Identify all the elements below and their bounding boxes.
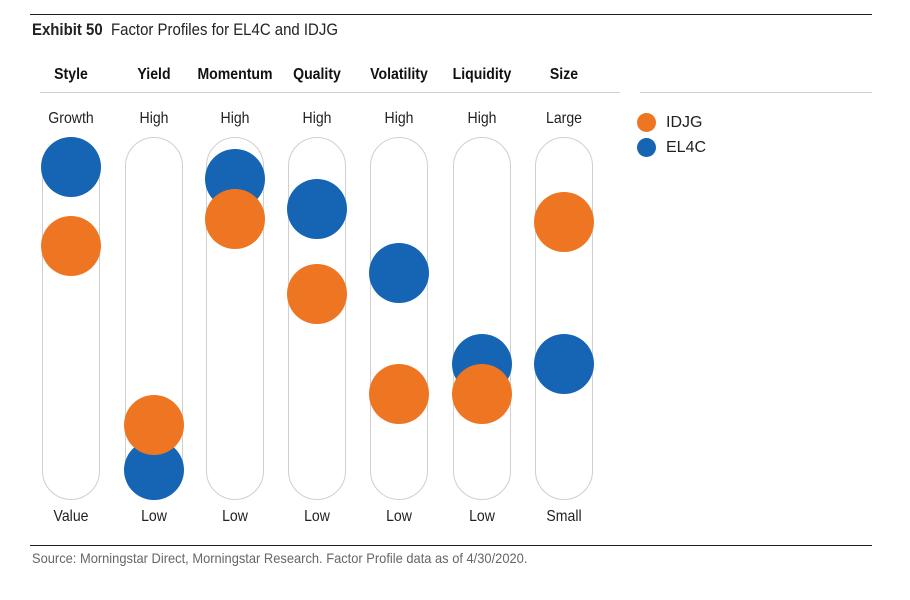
dot-idjg-size xyxy=(534,191,594,252)
dot-idjg-quality xyxy=(287,264,347,325)
dot-idjg-style xyxy=(41,215,101,276)
top-label-liquidity: High xyxy=(467,110,497,127)
factor-header-momentum: Momentum xyxy=(197,66,273,83)
bottom-label-liquidity: Low xyxy=(469,508,495,525)
bottom-label-size: Small xyxy=(546,508,582,525)
legend-label: IDJG xyxy=(666,113,703,131)
chart-title: Exhibit 50 Factor Profiles for EL4C and … xyxy=(32,20,338,40)
dot-idjg-liquidity xyxy=(452,364,512,425)
factor-header-quality: Quality xyxy=(293,66,341,83)
bottom-label-momentum: Low xyxy=(222,508,248,525)
legend-item-idjg: IDJG xyxy=(637,113,702,132)
top-label-momentum: High xyxy=(220,110,250,127)
factor-header-volatility: Volatility xyxy=(370,66,428,83)
bottom-rule xyxy=(30,545,872,546)
factor-track-momentum xyxy=(206,137,264,500)
dot-el4c-quality xyxy=(287,179,347,240)
top-label-style: Growth xyxy=(48,110,94,127)
bottom-label-style: Value xyxy=(53,508,89,525)
legend-swatch-el4c xyxy=(637,138,656,157)
legend-swatch-idjg xyxy=(637,113,656,132)
dot-el4c-style xyxy=(41,137,101,197)
top-label-yield: High xyxy=(139,110,169,127)
dot-idjg-yield xyxy=(124,394,184,455)
header-rule xyxy=(40,92,620,93)
dot-idjg-momentum xyxy=(205,188,265,249)
source-note: Source: Morningstar Direct, Morningstar … xyxy=(32,550,528,566)
factor-header-liquidity: Liquidity xyxy=(452,66,512,83)
bottom-label-yield: Low xyxy=(141,508,167,525)
dot-idjg-volatility xyxy=(369,364,429,425)
top-label-quality: High xyxy=(302,110,332,127)
factor-track-liquidity xyxy=(453,137,511,500)
factor-track-quality xyxy=(288,137,346,500)
exhibit-number: Exhibit 50 xyxy=(32,20,103,39)
factor-header-style: Style xyxy=(54,66,88,83)
legend-item-el4c: EL4C xyxy=(637,138,706,157)
factor-header-size: Size xyxy=(549,66,579,83)
bottom-label-quality: Low xyxy=(304,508,330,525)
factor-track-size xyxy=(535,137,593,500)
bottom-label-volatility: Low xyxy=(386,508,412,525)
factor-track-volatility xyxy=(370,137,428,500)
top-label-volatility: High xyxy=(384,110,414,127)
legend-rule xyxy=(640,92,872,93)
dot-el4c-size xyxy=(534,333,594,394)
top-rule xyxy=(30,14,872,15)
legend-label: EL4C xyxy=(666,138,707,156)
dot-el4c-volatility xyxy=(369,243,429,304)
factor-header-yield: Yield xyxy=(137,66,171,83)
top-label-size: Large xyxy=(545,110,582,127)
title-text: Factor Profiles for EL4C and IDJG xyxy=(110,20,338,39)
